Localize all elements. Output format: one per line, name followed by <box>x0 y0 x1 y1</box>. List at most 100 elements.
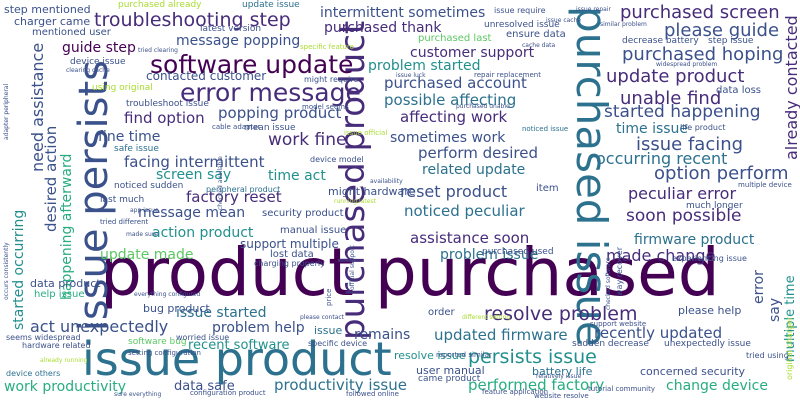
word-noticed-peculiar: noticed peculiar <box>404 202 525 220</box>
word-message-popping: message popping <box>176 33 301 49</box>
word-checked-software: checked software <box>605 257 612 310</box>
word-software-update: software update <box>150 50 354 79</box>
word-noticed-issue: noticed issue <box>522 125 569 133</box>
word-issue-require: issue require <box>494 6 546 15</box>
word-multiple-device: multiple device <box>738 181 792 189</box>
word-item: item <box>536 183 559 194</box>
word-hardware-related: hardware related <box>22 341 91 350</box>
word-update-product: update product <box>606 66 745 87</box>
word-adapter-peripheral: adapter peripheral <box>3 83 10 140</box>
word-popping-product: popping product <box>218 104 342 122</box>
word-issue-started: issue started <box>176 305 267 321</box>
word-widespread-problem: widespread problem <box>656 61 718 68</box>
word-clearing-cache: clearing cache <box>66 67 110 74</box>
word-seems-widespread: seems widespread <box>6 333 81 342</box>
word-contacted-customer: contacted customer <box>146 69 267 83</box>
word-change-device: change device <box>666 378 768 394</box>
word-software-bug: software bug <box>128 337 187 347</box>
word-option-perform: option perform <box>654 163 789 184</box>
word-resolve-problem: resolve problem <box>484 303 638 325</box>
word-message-mean: message mean <box>138 205 246 221</box>
word-device-model: device model <box>310 155 364 164</box>
word-setting-configuration: setting configuration <box>128 349 201 357</box>
word-update-made: update made <box>100 247 194 263</box>
word-battery-life: battery life <box>532 365 593 378</box>
word-data-safe: data safe <box>174 379 235 394</box>
word-already-contacted: already contacted <box>782 15 800 160</box>
word-tried-using: tried using <box>746 351 789 360</box>
word-bug-product: bug product <box>143 302 210 315</box>
word-cable-adapter: cable adapter <box>212 123 261 131</box>
word-issue-luck: issue luck <box>396 72 426 79</box>
word-find-option: find option <box>124 109 205 127</box>
word-already-running: already running <box>40 357 88 364</box>
word-intermittent-sometimes: intermittent sometimes <box>320 5 486 21</box>
word-resolve-issue: resolve issue <box>394 349 466 362</box>
word-support-website: support website <box>590 320 647 328</box>
word-please-guide: please guide <box>664 20 780 41</box>
word-made-change: made change <box>606 246 716 265</box>
word-lost-data: lost data <box>270 249 314 260</box>
word-purchased-already: purchased already <box>118 0 202 10</box>
word-much-longer: much longer <box>686 201 743 211</box>
word-customer-support: customer support <box>410 45 535 61</box>
word-productivity-issue: productivity issue <box>274 376 407 394</box>
word-order: order <box>428 307 455 318</box>
word-problem-help: problem help <box>212 320 305 336</box>
word-cache-data: cache data <box>522 42 556 49</box>
word-mentioned-user: mentioned user <box>32 27 111 38</box>
word-time-issue: time issue <box>616 121 689 137</box>
word-issue-product: issue product <box>82 332 392 386</box>
word-charger-came: charger came <box>14 15 91 28</box>
word-update-issue: update issue <box>242 0 300 10</box>
word-specific-device: specific device <box>308 339 368 348</box>
word-app-issue: app issue <box>130 207 159 214</box>
word-life-product: life product <box>680 123 726 132</box>
word-error: error <box>751 270 767 304</box>
word-checked-available: checked available <box>217 156 224 210</box>
word-everything-configured: everything configured <box>134 291 201 298</box>
word-peculiar-error: peculiar error <box>628 184 737 203</box>
word-facing-intermittent: facing intermittent <box>124 153 265 171</box>
word-data-product: data product <box>30 277 101 290</box>
word-support-multiple: support multiple <box>240 237 339 251</box>
word-act-unexpectedly: act unexpectedly <box>30 317 169 336</box>
word-configuration-product: configuration product <box>190 389 266 397</box>
word-remains: remains <box>354 327 411 343</box>
word-purchased-screen: purchased screen <box>620 2 780 23</box>
word-specific-feature: specific feature <box>300 43 354 51</box>
word-price: price <box>325 288 333 306</box>
word-step-mentioned: step mentioned <box>4 3 91 16</box>
word-related-update: related update <box>422 162 526 178</box>
word-recently-updated: recently updated <box>594 324 723 342</box>
word-fine-time: fine time <box>98 129 161 145</box>
word-help-issue: help issue <box>34 289 85 300</box>
word-action-product: action product <box>152 225 254 241</box>
word-user-manual: user manual <box>416 364 485 377</box>
word-persists-issue: persists issue <box>468 346 597 368</box>
word-peripheral-product: peripheral product <box>206 185 281 194</box>
word-affecting-work: affecting work <box>400 108 508 126</box>
word-guide-step: guide step <box>62 40 136 56</box>
word-firmware-product: firmware product <box>634 232 755 248</box>
word-website-resolve: website resolve <box>534 392 589 400</box>
word-unresolved-issue: unresolved issue <box>484 20 560 30</box>
word-unable-find: unable find <box>620 88 722 109</box>
word-purchased-used: purchased used <box>482 247 554 257</box>
word-recent-software: recent software <box>188 338 290 353</box>
word-issue-official: issue official <box>344 129 388 137</box>
word-manual-issue: manual issue <box>280 225 347 236</box>
word-data-loss: data loss <box>716 85 762 96</box>
word-issue: issue <box>314 324 343 337</box>
word-security-product: security product <box>262 208 344 219</box>
word-availability: availability <box>370 178 403 185</box>
word-experiencing-issue: experiencing issue <box>672 254 747 263</box>
word-purchased-account: purchased account <box>384 74 527 92</box>
word-step-issue: step issue <box>708 36 754 46</box>
word-made-sure: made sure <box>126 231 158 238</box>
word-different-setting: different setting <box>462 314 511 321</box>
word-soon-possible: soon possible <box>626 206 742 226</box>
word-error-message: error message <box>180 78 361 107</box>
word-worried-issue: worried issue <box>176 333 230 342</box>
